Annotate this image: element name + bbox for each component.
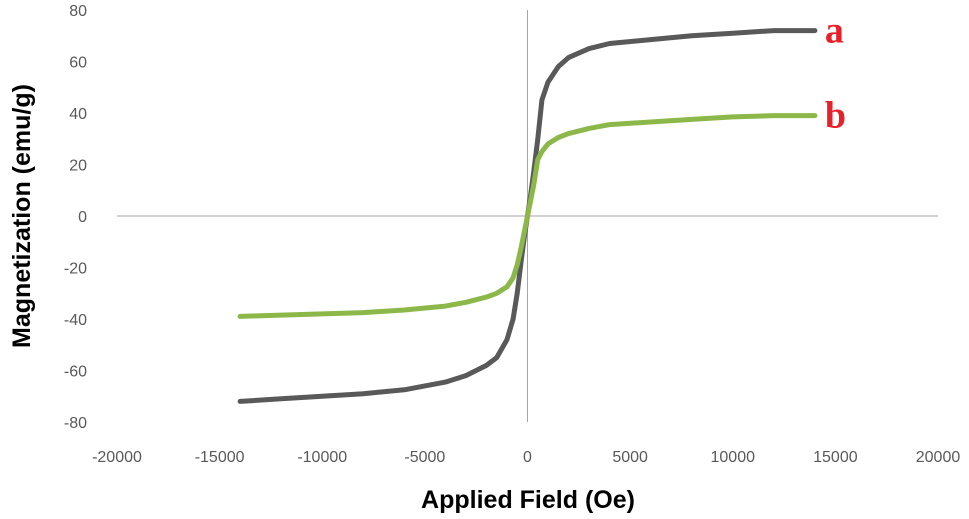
x-tick-label: 0 (523, 449, 532, 466)
x-tick-labels: -20000 -15000 -10000 -5000 0 5000 10000 15000 20… (92, 449, 960, 466)
y-tick-label: -40 (64, 312, 87, 329)
y-tick-label: -80 (64, 415, 87, 432)
y-axis-label: Magnetization (emu/g) (8, 84, 36, 348)
x-tick-label: 5000 (612, 449, 648, 466)
x-tick-label: -10000 (297, 449, 347, 466)
x-tick-label: -15000 (195, 449, 245, 466)
y-tick-label: 80 (69, 3, 87, 20)
y-tick-labels: -80 -60 -40 -20 0 20 40 60 80 (64, 3, 87, 432)
series-layer: ab (237, 10, 846, 404)
series-label-a: a (825, 10, 844, 52)
series-line-b (237, 113, 818, 319)
x-tick-label: -5000 (404, 449, 445, 466)
y-tick-label: 20 (69, 158, 87, 175)
x-tick-label: -20000 (92, 449, 142, 466)
y-tick-label: -20 (64, 261, 87, 278)
x-tick-label: 10000 (711, 449, 756, 466)
y-tick-label: 60 (69, 55, 87, 72)
x-axis-label: Applied Field (Oe) (421, 486, 635, 514)
x-tick-label: 15000 (813, 449, 858, 466)
y-tick-label: 40 (69, 106, 87, 123)
x-tick-label: 20000 (916, 449, 961, 466)
y-tick-label: 0 (78, 209, 87, 226)
series-label-b: b (825, 95, 846, 137)
y-tick-label: -60 (64, 364, 87, 381)
